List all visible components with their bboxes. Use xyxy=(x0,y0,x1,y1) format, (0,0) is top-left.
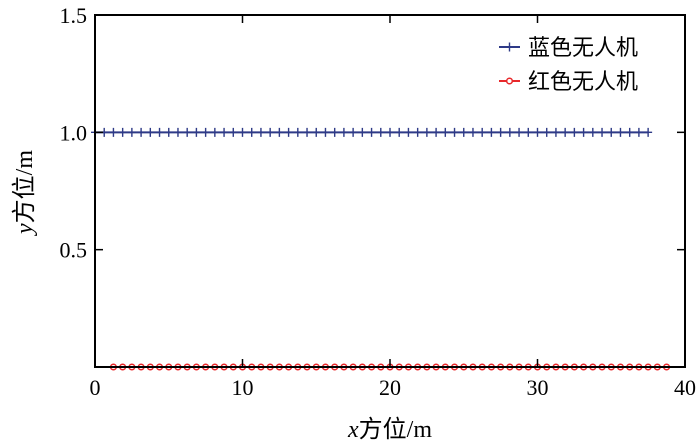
data-point xyxy=(422,127,431,137)
data-point xyxy=(183,127,192,137)
data-point xyxy=(441,127,450,137)
data-point xyxy=(496,127,505,137)
data-point xyxy=(432,127,441,137)
data-point xyxy=(118,127,127,137)
data-point xyxy=(284,127,293,137)
data-point xyxy=(634,127,643,137)
data-point xyxy=(644,127,653,137)
data-point xyxy=(625,127,634,137)
data-point xyxy=(468,127,477,137)
data-point xyxy=(339,127,348,137)
data-point xyxy=(220,127,229,137)
data-point xyxy=(570,127,579,137)
data-point xyxy=(524,127,533,137)
data-point xyxy=(607,127,616,137)
data-point xyxy=(505,77,514,85)
x-tick-label: 0 xyxy=(90,375,101,400)
data-point xyxy=(312,127,321,137)
series-layer xyxy=(91,127,671,371)
data-point xyxy=(229,127,238,137)
data-point xyxy=(616,127,625,137)
data-point xyxy=(487,127,496,137)
data-point xyxy=(459,127,468,137)
data-point xyxy=(478,127,487,137)
data-point xyxy=(349,127,358,137)
data-point xyxy=(561,127,570,137)
data-point xyxy=(395,127,404,137)
ticks: 0 10 20 30 40 0.5 1.0 1.5 xyxy=(60,3,697,400)
data-point xyxy=(588,127,597,137)
x-axis-label: x方位/m xyxy=(347,416,432,443)
data-point xyxy=(551,127,560,137)
plot-frame xyxy=(94,14,686,368)
data-point xyxy=(173,127,182,137)
data-point xyxy=(266,127,275,137)
y-tick-label: 0.5 xyxy=(60,238,88,263)
data-point xyxy=(386,127,394,137)
data-point xyxy=(358,127,367,137)
x-tick-label: 30 xyxy=(527,375,549,400)
data-point xyxy=(533,127,542,137)
legend-item: 蓝色无人机 xyxy=(499,35,638,60)
data-point xyxy=(542,127,551,137)
data-point xyxy=(247,127,256,137)
data-point xyxy=(275,127,284,137)
data-point xyxy=(515,127,524,137)
y-tick-label: 1.5 xyxy=(60,3,88,28)
data-point xyxy=(210,127,219,137)
data-point xyxy=(413,127,422,137)
data-point xyxy=(321,127,330,137)
legend-label: 蓝色无人机 xyxy=(528,35,638,60)
y-axis-label: y方位/m xyxy=(11,150,38,236)
data-point xyxy=(505,42,514,52)
data-point xyxy=(164,127,173,137)
y-tick-label: 1.0 xyxy=(60,120,88,145)
data-point xyxy=(155,127,164,137)
data-point xyxy=(146,127,155,137)
data-point xyxy=(330,127,339,137)
data-point xyxy=(293,127,302,137)
data-point xyxy=(303,127,312,137)
data-point xyxy=(505,127,514,137)
data-point xyxy=(109,127,118,137)
data-point xyxy=(450,127,459,137)
data-point xyxy=(201,127,210,137)
x-tick-label: 40 xyxy=(674,375,696,400)
data-point xyxy=(376,127,385,137)
data-point xyxy=(238,127,247,137)
data-point xyxy=(192,127,201,137)
series-blue xyxy=(91,127,653,137)
x-tick-label: 20 xyxy=(379,375,401,400)
legend-item: 红色无人机 xyxy=(499,69,638,94)
data-point xyxy=(367,127,376,137)
data-point xyxy=(127,127,136,137)
data-point xyxy=(579,127,588,137)
data-point xyxy=(256,127,265,137)
data-point xyxy=(137,127,146,137)
data-point xyxy=(598,127,607,137)
data-point xyxy=(404,127,413,137)
x-tick-label: 10 xyxy=(232,375,254,400)
legend-label: 红色无人机 xyxy=(528,69,638,94)
